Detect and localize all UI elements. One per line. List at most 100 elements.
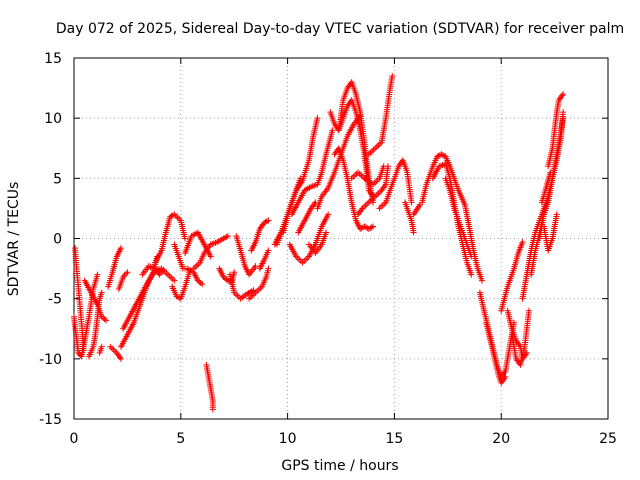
data-point (124, 269, 131, 276)
data-point (252, 263, 259, 270)
data-point (389, 73, 396, 80)
series-trace-32 (327, 97, 377, 200)
data-point (553, 211, 560, 218)
data-point (265, 247, 272, 254)
data-point (197, 280, 204, 287)
series-trace-7 (115, 269, 131, 293)
data-point (169, 212, 176, 219)
data-point (380, 163, 387, 170)
series-trace-17 (203, 361, 216, 413)
data-point (171, 277, 178, 284)
y-tick-label: 10 (44, 111, 62, 127)
y-tick-label: -10 (39, 352, 62, 368)
series-trace-13 (169, 269, 193, 302)
series-trace-29 (295, 199, 319, 236)
series-trace-21 (248, 217, 272, 254)
series-trace-10 (120, 265, 178, 332)
y-tick-label: 0 (53, 232, 62, 248)
data-point (160, 266, 167, 273)
data-point (325, 211, 332, 218)
series-trace-22 (246, 265, 272, 302)
data-point (224, 233, 231, 240)
series-trace-5 (96, 343, 105, 356)
series-trace-2 (72, 245, 87, 354)
y-axis-label: SDTVAR / TECUs (6, 182, 22, 297)
data-point (103, 317, 110, 324)
data-point (314, 115, 321, 122)
x-tick-label: 5 (176, 431, 185, 447)
x-axis-label: GPS time / hours (281, 458, 398, 474)
series-trace-16 (190, 233, 231, 272)
data-point (323, 229, 330, 236)
axis-ticks: 0 5 10 15 20 25 -15 -10 -5 0 5 10 15 (39, 51, 617, 447)
data-point (560, 109, 567, 116)
series-trace-8 (107, 343, 124, 362)
series-trace-11 (139, 263, 167, 278)
y-tick-label: -5 (48, 292, 62, 308)
x-tick-label: 25 (599, 431, 617, 447)
x-tick-label: 0 (70, 431, 79, 447)
data-point (117, 355, 124, 362)
series-trace-34 (331, 145, 377, 232)
data-point (560, 91, 567, 98)
x-tick-label: 20 (492, 431, 510, 447)
series-trace-20 (233, 233, 259, 278)
y-tick-label: 15 (44, 51, 62, 67)
y-tick-label: 5 (53, 171, 62, 187)
data-point (478, 277, 485, 284)
y-tick-label: -15 (39, 412, 62, 428)
series-trace-23 (256, 247, 272, 272)
series-trace-26 (280, 115, 321, 236)
data-point (408, 199, 415, 206)
data-point (263, 218, 270, 225)
data-point (329, 127, 336, 134)
data-point (98, 343, 105, 350)
series-trace-38 (376, 157, 415, 212)
data-point (410, 229, 417, 236)
series-trace-37 (365, 73, 396, 158)
data-point (231, 269, 238, 276)
series-trace-47 (508, 307, 532, 368)
data-point (94, 271, 101, 278)
data-point (468, 271, 475, 278)
series-trace-54 (538, 169, 554, 206)
data-point (199, 281, 206, 288)
series-trace-19 (226, 271, 257, 302)
series-trace-4 (81, 277, 110, 324)
data-point (223, 233, 230, 240)
data-point (370, 223, 377, 230)
series-trace-33 (335, 79, 377, 206)
series-trace-6 (105, 245, 124, 290)
series-trace-52 (545, 91, 567, 170)
series-trace-18 (216, 265, 238, 285)
series-trace-12 (152, 211, 189, 266)
data-point (98, 289, 105, 296)
series-trace-43 (442, 175, 475, 260)
data-point (101, 316, 108, 323)
series-trace-45 (483, 319, 509, 386)
data-points (71, 73, 567, 413)
series-trace-14 (171, 241, 206, 288)
data-point (525, 307, 532, 314)
x-tick-label: 15 (385, 431, 403, 447)
series-trace-53 (540, 211, 560, 254)
data-point (117, 245, 124, 252)
series-trace-35 (355, 163, 391, 218)
data-point (502, 373, 509, 380)
data-point (368, 224, 375, 231)
series-trace-36 (348, 163, 387, 188)
data-point (80, 347, 87, 354)
series-trace-30 (305, 229, 330, 256)
data-point (265, 217, 272, 224)
series-trace-48 (498, 239, 526, 314)
data-point (209, 406, 216, 413)
data-point (265, 265, 272, 272)
data-point (207, 253, 214, 260)
series-trace-27 (288, 127, 336, 218)
data-point (182, 235, 189, 242)
chart-title: Day 072 of 2025, Sidereal Day-to-day VTE… (56, 21, 624, 37)
data-point (519, 239, 526, 246)
x-tick-label: 10 (279, 431, 297, 447)
